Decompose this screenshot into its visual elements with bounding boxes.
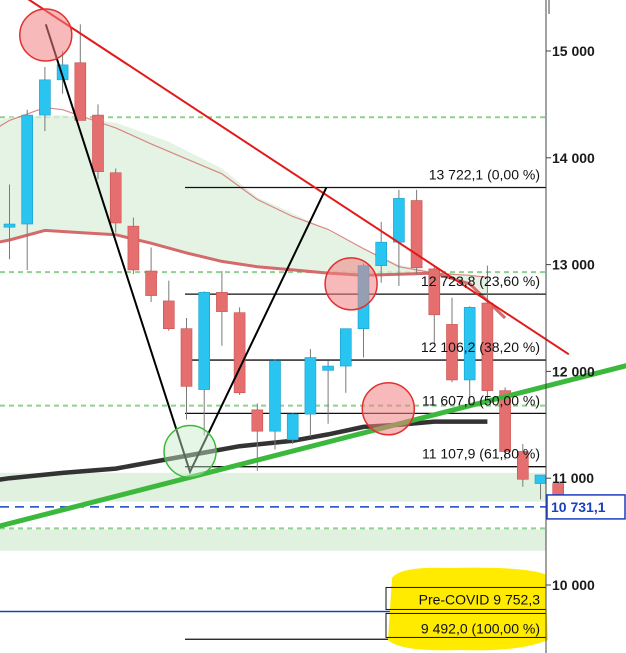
candle-body-25 <box>446 324 458 381</box>
ma-cloud-fill <box>0 115 488 301</box>
candle-body-27 <box>481 302 494 391</box>
candle-body-30 <box>534 474 547 484</box>
candle-body-3 <box>56 64 69 81</box>
fib-label-1: 12 723,8 (23,60 %) <box>421 273 540 289</box>
candle-body-7 <box>127 225 140 271</box>
candle-body-12 <box>216 292 228 312</box>
axis-tick-label-1: 14 000 <box>552 150 595 166</box>
candle-body-19 <box>339 328 352 367</box>
candle-body-26 <box>463 307 476 381</box>
candle-body-17 <box>304 357 317 415</box>
green-circle-1 <box>163 424 217 479</box>
ma-red-line <box>0 228 507 320</box>
candle-body-13 <box>233 312 246 394</box>
green-zones <box>0 472 546 551</box>
axis-tick-label-3: 12 000 <box>552 363 595 379</box>
candle-body-10 <box>180 328 193 387</box>
fib-label-3: 11 607,0 (50,00 %) <box>422 392 540 408</box>
pre-covid-label: Pre-COVID 9 752,3 <box>419 591 541 607</box>
yellow-highlight-blob <box>388 567 548 651</box>
red-circle-0 <box>19 8 73 62</box>
candle-body-9 <box>163 300 175 329</box>
price-axis: 15 000 14 000 13 000 12 000 11 000 10 000 10 7… <box>545 0 626 653</box>
candle-body-0 <box>3 223 16 228</box>
candle-body-28 <box>499 390 511 452</box>
yellow-highlight <box>388 567 548 651</box>
candle-body-2 <box>39 79 51 116</box>
axis-tick-label-2: 13 000 <box>552 257 595 273</box>
trend-lines <box>0 0 626 529</box>
fib-label-0: 13 722,1 (0,00 %) <box>429 166 540 182</box>
red-circle-2 <box>324 257 378 311</box>
candle-body-23 <box>410 200 423 269</box>
candle-body-21 <box>375 241 388 266</box>
candle-body-14 <box>251 409 264 432</box>
axis-tick-label-0: 15 000 <box>552 43 595 59</box>
candle-body-24 <box>428 268 441 316</box>
fib-label-4: 11 107,9 (61,80 %) <box>422 446 540 462</box>
axis-tick-label-5: 10 000 <box>552 577 595 593</box>
axis-tick-label-4: 11 000 <box>552 470 594 486</box>
level-labels: 13 722,1 (0,00 %) 12 723,8 (23,60 %) 12 10… <box>385 166 547 638</box>
candle-body-6 <box>109 172 122 224</box>
resistance-line <box>27 0 570 356</box>
green-zone-1 <box>0 529 546 551</box>
support-line <box>0 363 626 529</box>
candle-body-1 <box>21 114 34 225</box>
candle-body-18 <box>322 365 334 371</box>
current-price-tag-box <box>546 494 626 520</box>
candle-body-4 <box>74 62 87 121</box>
candle-body-15 <box>269 360 281 432</box>
candle-body-11 <box>198 292 210 390</box>
fib-label-5: 9 492,0 (100,00 %) <box>421 620 540 636</box>
candle-body-5 <box>92 114 104 172</box>
candle-body-16 <box>286 413 299 441</box>
fib-label-2: 12 106,2 (38,20 %) <box>421 339 540 355</box>
ma-cloud <box>0 115 488 301</box>
green-zone-0 <box>0 472 546 502</box>
candle-body-22 <box>393 198 405 243</box>
candles <box>3 24 565 509</box>
highlight-circles <box>19 8 416 479</box>
red-circle-3 <box>361 382 416 436</box>
zigzag-line <box>44 23 328 475</box>
candle-body-29 <box>516 451 529 480</box>
candle-body-8 <box>145 270 157 296</box>
current-price-tag-label: 10 731,1 <box>551 499 606 515</box>
